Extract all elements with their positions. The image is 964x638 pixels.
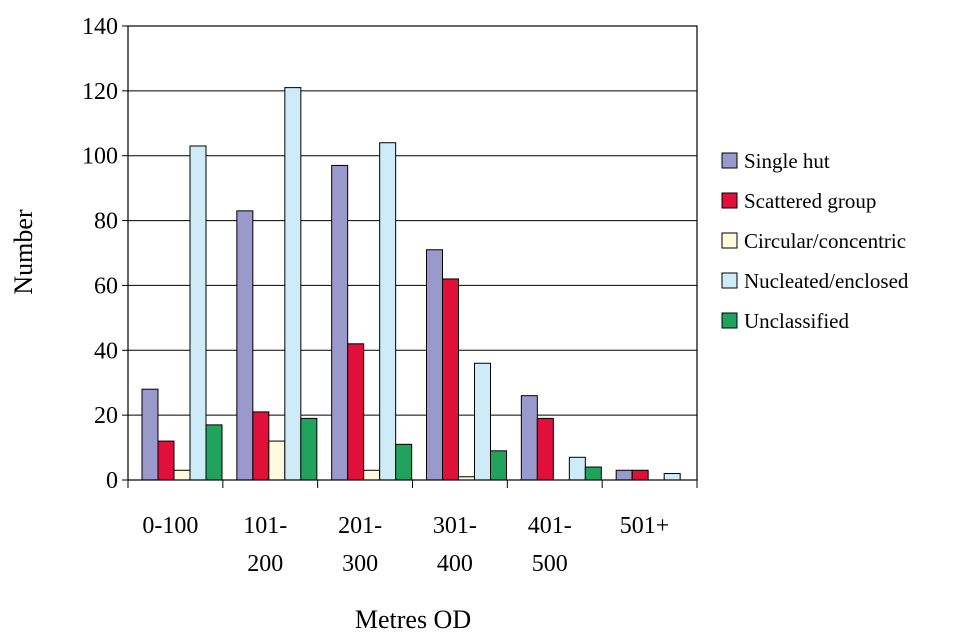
y-tick-label: 40	[94, 338, 118, 364]
x-tick-label: 200	[247, 551, 283, 577]
y-tick-label: 0	[106, 468, 118, 494]
legend-label: Nucleated/enclosed	[744, 269, 909, 293]
x-axis-title: Metres OD	[355, 605, 471, 634]
bar-scattered-group	[347, 343, 365, 481]
bar-circular-concentric	[268, 440, 286, 481]
y-tick-labels: 0 20 40 60 80 100 120 140	[82, 14, 118, 494]
bar-scattered-group	[442, 278, 459, 481]
bar-unclassified	[490, 450, 507, 481]
x-tick-label: 201-	[338, 513, 382, 539]
bar-single-hut	[236, 210, 254, 481]
y-tick-label: 120	[82, 79, 118, 105]
y-tick-label: 80	[94, 209, 118, 235]
bar-unclassified	[395, 443, 413, 481]
bar-single-hut	[141, 388, 159, 481]
bar-scattered-group	[252, 411, 270, 481]
bar-scattered-group	[631, 469, 649, 481]
x-tick-label: 301-	[433, 513, 477, 539]
legend-swatch	[721, 272, 738, 289]
gridlines	[128, 90, 697, 416]
bar-unclassified	[205, 424, 223, 481]
x-tick-label: 500	[532, 551, 568, 577]
bar-single-hut	[520, 395, 538, 481]
x-tick-label: 101-	[243, 513, 287, 539]
bar-single-hut	[331, 164, 349, 481]
legend: Single hut Scattered group Circular/concen…	[721, 149, 909, 333]
bar-nucleated-enclosed	[284, 87, 302, 481]
bar-nucleated-enclosed	[474, 362, 491, 481]
bar-circular-concentric	[173, 469, 191, 481]
bar-nucleated-enclosed	[189, 145, 207, 481]
legend-swatch	[721, 192, 738, 209]
x-tick-label: 401-	[528, 513, 572, 539]
y-axis-title: Number	[9, 209, 38, 295]
legend-swatch	[721, 232, 738, 249]
axes	[122, 25, 698, 488]
legend-swatch	[721, 152, 738, 169]
legend-label: Unclassified	[744, 309, 849, 333]
bar-single-hut	[615, 469, 633, 481]
bar-single-hut	[426, 249, 443, 481]
bar-nucleated-enclosed	[379, 142, 397, 481]
y-tick-label: 60	[94, 273, 118, 299]
bar-unclassified	[584, 466, 602, 481]
legend-label: Single hut	[744, 149, 830, 173]
y-tick-label: 140	[82, 14, 118, 40]
bar-nucleated-enclosed	[663, 473, 681, 481]
y-tick-label: 20	[94, 403, 118, 429]
bar-scattered-group	[157, 440, 175, 481]
plot-area-border	[127, 25, 698, 481]
bar-circular-concentric	[363, 469, 381, 481]
bar-nucleated-enclosed	[568, 456, 586, 481]
x-tick-label: 501+	[620, 513, 670, 539]
bar-scattered-group	[536, 417, 554, 481]
x-tick-label: 0-100	[142, 513, 198, 539]
x-tick-labels: 0-100 101- 200 201- 300 301- 400 401- 500 501+	[142, 513, 669, 577]
legend-label: Circular/concentric	[744, 229, 906, 253]
bar-unclassified	[300, 417, 318, 481]
x-tick-label: 300	[342, 551, 378, 577]
bars	[141, 87, 681, 481]
legend-label: Scattered group	[744, 189, 876, 213]
legend-swatch	[721, 312, 738, 329]
y-tick-label: 100	[82, 144, 118, 170]
x-tick-label: 400	[437, 551, 473, 577]
